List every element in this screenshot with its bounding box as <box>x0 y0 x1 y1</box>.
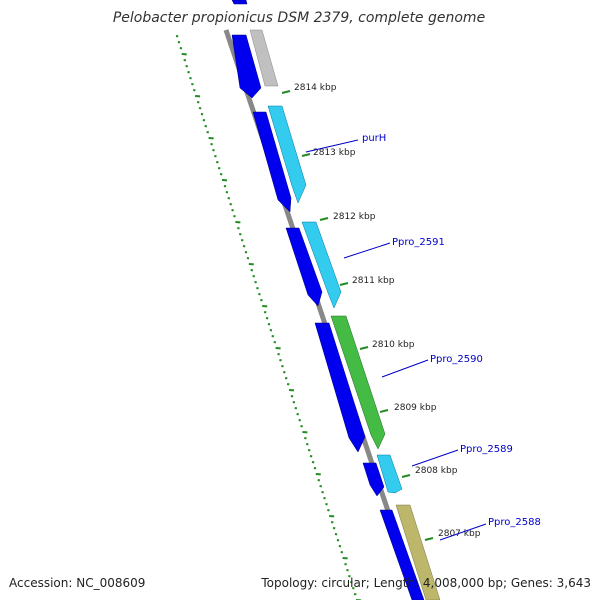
kbp-tick <box>319 217 329 221</box>
reverse-gene-arrow <box>379 509 425 600</box>
kbp-label: 2812 kbp <box>333 212 376 222</box>
gene-label-leader <box>343 242 391 259</box>
reverse-gene-arrow <box>362 462 385 497</box>
gc-tick-track <box>175 35 362 600</box>
forward-gene-arrow-khaki <box>395 504 441 600</box>
forward-gene-arrow-cyan <box>301 221 342 309</box>
reverse-gene-arrow <box>285 227 323 307</box>
genome-summary: Topology: circular; Length: 4,008,000 bp… <box>260 576 591 590</box>
gene-label: Ppro_2588 <box>488 517 541 528</box>
reverse-gene-arrow <box>252 111 292 213</box>
forward-gene-arrow-cyan <box>376 454 403 494</box>
kbp-tick <box>359 346 369 350</box>
kbp-label: 2810 kbp <box>372 340 415 350</box>
forward-gene-arrow-grey <box>249 29 279 87</box>
gene-label-leader <box>305 139 359 153</box>
gene-label-leader <box>411 449 459 467</box>
kbp-label: 2811 kbp <box>352 276 395 286</box>
kbp-tick <box>401 474 411 478</box>
reverse-gene-arrow <box>314 322 366 453</box>
kbp-tick <box>379 409 389 413</box>
gene-label: Ppro_2589 <box>460 444 513 455</box>
forward-gene-arrow-green <box>330 315 386 450</box>
kbp-tick <box>339 282 349 286</box>
reverse-gene-arrow <box>231 34 262 99</box>
kbp-tick <box>424 537 434 541</box>
kbp-label: 2807 kbp <box>438 529 481 539</box>
gene-label-leader <box>439 523 487 541</box>
gene-label: purH <box>362 133 386 144</box>
gene-label: Ppro_2590 <box>430 354 483 365</box>
forward-gene-arrow-cyan <box>267 105 307 204</box>
gene-label-leader <box>381 359 429 378</box>
kbp-label: 2813 kbp <box>313 148 356 158</box>
reverse-gene-arrow <box>231 0 248 5</box>
map-title: Pelobacter propionicus DSM 2379, complet… <box>113 10 485 26</box>
kbp-label: 2814 kbp <box>294 83 337 93</box>
gene-label: Ppro_2591 <box>392 237 445 248</box>
kbp-label: 2808 kbp <box>415 466 458 476</box>
kbp-tick <box>281 90 291 94</box>
kbp-tick <box>301 153 311 157</box>
kbp-label: 2809 kbp <box>394 403 437 413</box>
accession-label: Accession: NC_008609 <box>9 576 145 590</box>
